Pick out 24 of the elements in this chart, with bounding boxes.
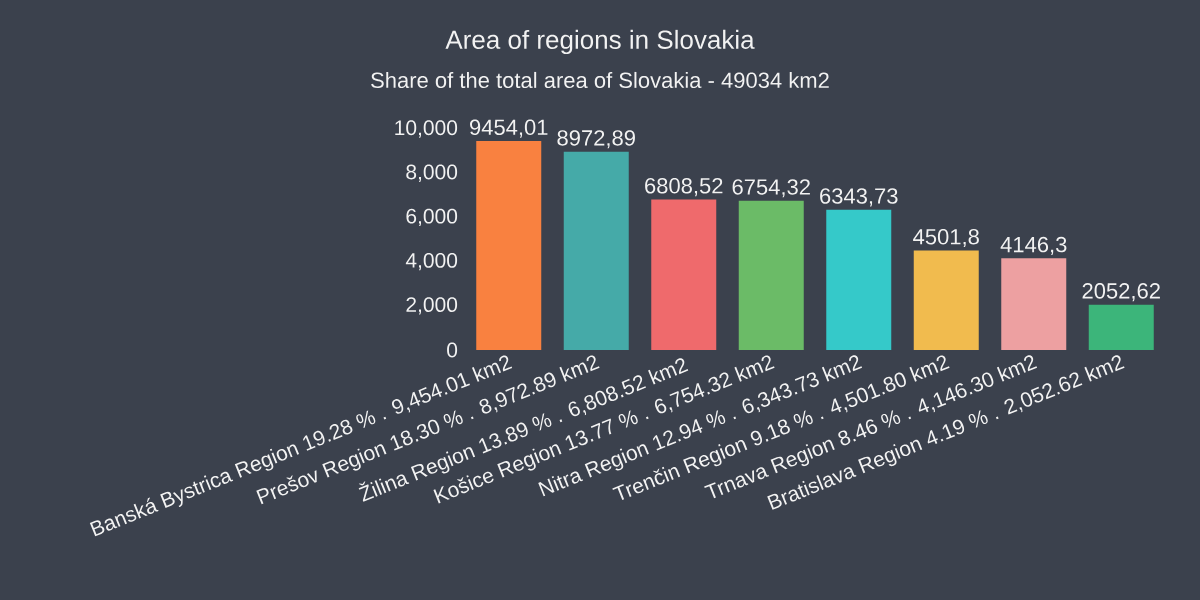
data-label: 6754,32 [732, 179, 810, 198]
y-tick-label: 2,000 [406, 297, 458, 315]
bar [738, 200, 804, 350]
chart-subtitle: Share of the total area of Slovakia - 49034 km2 [371, 71, 829, 89]
data-label: 2052,62 [1082, 283, 1160, 302]
y-tick-label: 8,000 [406, 164, 458, 182]
chart-title: Area of regions in Slovakia [445, 29, 755, 55]
data-label: 4146,3 [1000, 236, 1067, 255]
data-label: 6808,52 [645, 177, 723, 197]
data-label: 4501,8 [913, 228, 979, 248]
bar [826, 209, 892, 350]
bar [651, 199, 717, 350]
data-label: 6343,73 [820, 188, 898, 207]
bar [1001, 258, 1067, 350]
y-tick-label: 0 [447, 342, 458, 358]
y-tick-label: 6,000 [406, 208, 458, 227]
y-tick-label: 4,000 [405, 252, 458, 271]
bar [563, 151, 629, 350]
y-tick-label: 10,000 [395, 120, 458, 138]
bar [1088, 304, 1154, 350]
bar [913, 250, 979, 350]
data-label: 9454,01 [470, 119, 548, 138]
bar [476, 141, 542, 350]
data-label: 8972,89 [557, 130, 635, 149]
